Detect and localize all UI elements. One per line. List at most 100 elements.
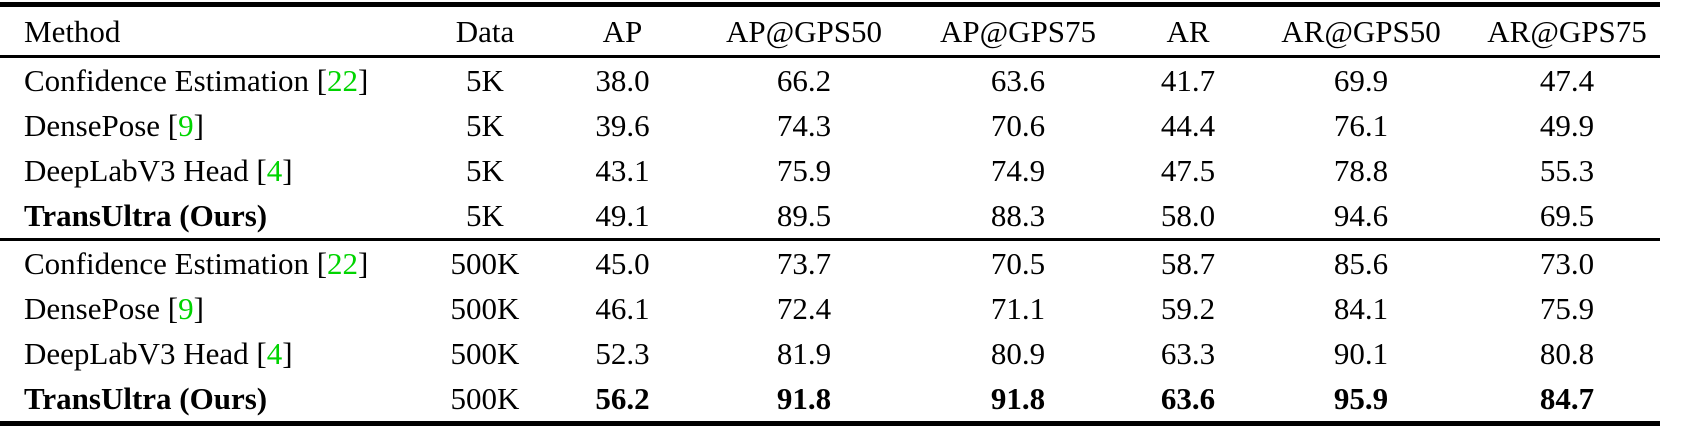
header-row: Method Data AP AP@GPS50 AP@GPS75 AR AR@G… xyxy=(0,4,1660,58)
table-row: DeepLabV3 Head [4] 500K 52.3 81.9 80.9 63.3 90… xyxy=(0,331,1660,376)
metric-value-cell: 66.2 xyxy=(776,63,832,98)
citation-bracket: ] xyxy=(358,246,369,281)
metric-value-cell: 90.1 xyxy=(1333,336,1389,371)
column-header-ap: AP xyxy=(545,4,700,58)
method-cell: DeepLabV3 Head [4] xyxy=(0,331,425,376)
citation-bracket: ] xyxy=(282,153,293,188)
table-row: DensePose [9] 5K 39.6 74.3 70.6 44.4 76.1 49.9 xyxy=(0,103,1660,148)
table-header: Method Data AP AP@GPS50 AP@GPS75 AR AR@G… xyxy=(0,4,1660,58)
method-name: DeepLabV3 Head xyxy=(24,336,249,371)
metric-value-cell: 59.2 xyxy=(1160,291,1216,326)
metric-value-cell: 39.6 xyxy=(595,108,650,143)
citation-bracket: ] xyxy=(358,63,369,98)
metric-value-cell: 74.9 xyxy=(990,153,1046,188)
data-size-cell: 500K xyxy=(450,336,520,371)
column-header-method: Method xyxy=(0,4,425,58)
citation-bracket: [ xyxy=(160,108,179,143)
metric-value-cell: 43.1 xyxy=(595,153,650,188)
citation-bracket: [ xyxy=(308,246,328,281)
metric-value-cell: 63.6 xyxy=(990,63,1046,98)
citation-bracket: [ xyxy=(248,153,267,188)
metric-value-cell: 46.1 xyxy=(595,291,650,326)
metric-value-cell: 73.7 xyxy=(700,238,908,286)
results-table-container: Method Data AP AP@GPS50 AP@GPS75 AR AR@G… xyxy=(0,2,1660,426)
citation-bracket: ] xyxy=(282,336,293,371)
metric-value-cell: 52.3 xyxy=(595,336,650,371)
metric-value-cell: 41.7 xyxy=(1160,63,1216,98)
metric-value-cell: 63.6 xyxy=(1160,381,1216,416)
table-row: TransUltra (Ours) 5K 49.1 89.5 88.3 58.0 94.6 6… xyxy=(0,193,1660,240)
data-size-cell: 500K xyxy=(450,291,520,326)
metric-value-cell: 76.1 xyxy=(1333,108,1389,143)
metric-value-cell: 94.6 xyxy=(1333,198,1389,233)
metric-value-cell: 49.9 xyxy=(1539,108,1595,143)
column-header-ap-gps50: AP@GPS50 xyxy=(700,4,908,58)
data-size-cell: 500K xyxy=(450,381,520,416)
results-table: Method Data AP AP@GPS50 AP@GPS75 AR AR@G… xyxy=(0,2,1660,426)
method-name: DensePose xyxy=(24,108,161,143)
method-cell: Confidence Estimation [22] xyxy=(0,57,425,104)
method-name: Confidence Estimation xyxy=(24,246,309,281)
metric-value-cell: 75.9 xyxy=(776,153,832,188)
metric-value-cell: 88.3 xyxy=(990,198,1046,233)
method-name: DensePose xyxy=(24,291,161,326)
metric-value-cell: 89.5 xyxy=(776,198,832,233)
metric-value-cell: 84.1 xyxy=(1333,291,1389,326)
results-table-body: Confidence Estimation [22] 5K 38.0 66.2 63.6… xyxy=(0,57,1660,424)
metric-value-cell: 58.0 xyxy=(1160,198,1216,233)
citation-bracket: [ xyxy=(160,291,179,326)
metric-value-cell: 78.8 xyxy=(1333,153,1389,188)
method-cell: Confidence Estimation [22] xyxy=(0,238,425,286)
metric-value-cell: 58.7 xyxy=(1128,238,1248,286)
citation-link[interactable]: 22 xyxy=(327,246,359,281)
citation-bracket: ] xyxy=(193,291,204,326)
column-header-ar: AR xyxy=(1128,4,1248,58)
metric-value-cell: 84.7 xyxy=(1539,381,1595,416)
citation-link[interactable]: 4 xyxy=(266,336,283,371)
metric-value-cell: 75.9 xyxy=(1539,291,1595,326)
column-header-data: Data xyxy=(425,4,545,58)
metric-value-cell: 49.1 xyxy=(595,198,650,233)
metric-value-cell: 56.2 xyxy=(595,381,650,416)
column-header-ap-gps75: AP@GPS75 xyxy=(908,4,1128,58)
metric-value-cell: 70.5 xyxy=(908,238,1128,286)
table-row: DeepLabV3 Head [4] 5K 43.1 75.9 74.9 47.5 78.8… xyxy=(0,148,1660,193)
metric-value-cell: 47.5 xyxy=(1160,153,1216,188)
method-cell: TransUltra (Ours) xyxy=(0,376,425,424)
method-name: DeepLabV3 Head xyxy=(24,153,249,188)
citation-link[interactable]: 22 xyxy=(327,63,359,98)
column-header-ar-gps50: AR@GPS50 xyxy=(1248,4,1474,58)
data-size-cell: 500K xyxy=(425,238,545,286)
data-size-cell: 5K xyxy=(466,108,504,143)
metric-value-cell: 80.9 xyxy=(990,336,1046,371)
citation-bracket: ] xyxy=(193,108,204,143)
metric-value-cell: 80.8 xyxy=(1539,336,1595,371)
metric-value-cell: 71.1 xyxy=(990,291,1046,326)
metric-value-cell: 91.8 xyxy=(990,381,1046,416)
method-name: TransUltra (Ours) xyxy=(24,198,268,233)
data-size-cell: 5K xyxy=(466,153,504,188)
metric-value-cell: 85.6 xyxy=(1248,238,1474,286)
method-name: Confidence Estimation xyxy=(24,63,309,98)
citation-link[interactable]: 9 xyxy=(178,108,194,143)
method-cell: TransUltra (Ours) xyxy=(0,193,425,240)
method-cell: DensePose [9] xyxy=(0,103,425,148)
metric-value-cell: 72.4 xyxy=(776,291,832,326)
column-header-ar-gps75: AR@GPS75 xyxy=(1474,4,1660,58)
method-cell: DensePose [9] xyxy=(0,286,425,331)
metric-value-cell: 63.3 xyxy=(1160,336,1216,371)
metric-value-cell: 38.0 xyxy=(595,63,650,98)
metric-value-cell: 95.9 xyxy=(1333,381,1389,416)
citation-link[interactable]: 4 xyxy=(266,153,283,188)
metric-value-cell: 81.9 xyxy=(776,336,832,371)
metric-value-cell: 69.9 xyxy=(1333,63,1389,98)
table-row: Confidence Estimation [22] 500K 45.0 73.7 70… xyxy=(0,238,1660,286)
citation-bracket: [ xyxy=(248,336,267,371)
metric-value-cell: 47.4 xyxy=(1539,63,1595,98)
table-row: TransUltra (Ours) 500K 56.2 91.8 91.8 63.6 95.… xyxy=(0,376,1660,424)
citation-link[interactable]: 9 xyxy=(178,291,194,326)
metric-value-cell: 70.6 xyxy=(990,108,1046,143)
metric-value-cell: 45.0 xyxy=(545,238,700,286)
table-row: DensePose [9] 500K 46.1 72.4 71.1 59.2 84.1 75.… xyxy=(0,286,1660,331)
metric-value-cell: 91.8 xyxy=(776,381,832,416)
